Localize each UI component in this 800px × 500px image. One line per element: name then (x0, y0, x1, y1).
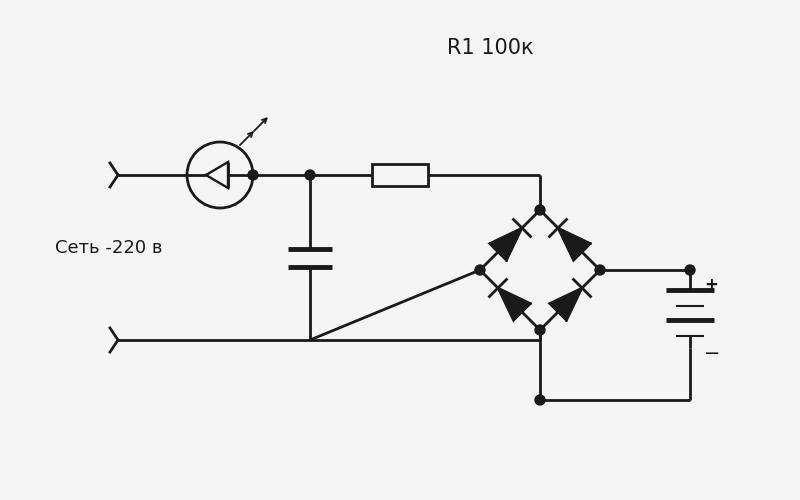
Text: +: + (704, 276, 718, 294)
Bar (372, 164, 428, 186)
Circle shape (535, 205, 545, 215)
Circle shape (595, 265, 605, 275)
Text: −: − (704, 344, 720, 362)
Circle shape (305, 170, 315, 180)
Circle shape (475, 265, 485, 275)
Polygon shape (550, 288, 582, 320)
Polygon shape (558, 228, 590, 260)
Circle shape (535, 395, 545, 405)
Circle shape (535, 325, 545, 335)
Text: R1 100к: R1 100к (446, 38, 534, 58)
Circle shape (685, 265, 695, 275)
Polygon shape (490, 228, 522, 260)
Circle shape (248, 170, 258, 180)
Polygon shape (498, 288, 530, 320)
Text: Сеть -220 в: Сеть -220 в (55, 239, 162, 257)
